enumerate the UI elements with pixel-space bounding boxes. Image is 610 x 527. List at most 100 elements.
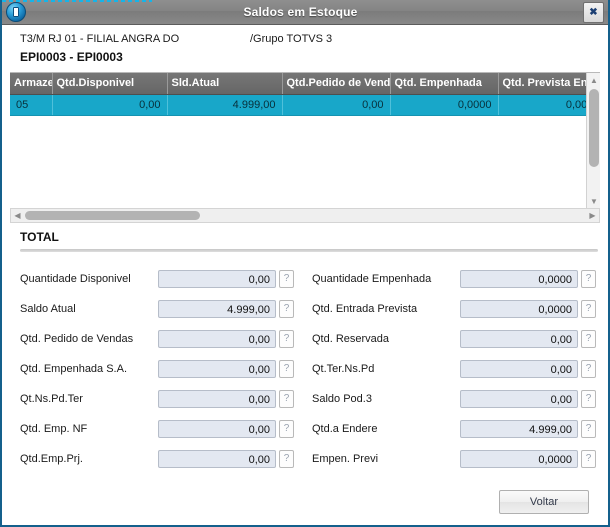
label-empen-previ: Empen. Previ	[312, 453, 379, 465]
input-saldo-pod-3[interactable]: 0,00	[460, 390, 578, 408]
grid-horizontal-scrollbar[interactable]: ◀ ▶	[10, 208, 600, 223]
label-qtd-empenhada-sa: Qtd. Empenhada S.A.	[20, 363, 128, 375]
cell-qtd-prevista-ent: 0,0000	[498, 94, 586, 116]
field-qtd-entrada-prevista: Qtd. Entrada Prevista 0,0000 ?	[312, 294, 602, 324]
field-qt-ns-pd-ter: Qt.Ns.Pd.Ter 0,00 ?	[20, 384, 302, 414]
header-line-1: T3/M RJ 01 - FILIAL ANGRA DO /Grupo TOTV…	[20, 33, 608, 45]
field-qtd-reservada: Qtd. Reservada 0,00 ?	[312, 324, 602, 354]
col-qtd-pedido-venda[interactable]: Qtd.Pedido de Vend	[282, 73, 391, 95]
col-sld-atual[interactable]: Sld.Atual	[167, 73, 283, 95]
scroll-right-icon[interactable]: ▶	[589, 211, 596, 220]
help-icon[interactable]: ?	[279, 270, 294, 288]
scroll-left-icon[interactable]: ◀	[14, 211, 21, 220]
total-section: TOTAL Quantidade Disponivel 0,00 ? Saldo…	[2, 230, 608, 474]
field-quantidade-disponivel: Quantidade Disponivel 0,00 ?	[20, 264, 302, 294]
field-qtd-a-endere: Qtd.a Endere 4.999,00 ?	[312, 414, 602, 444]
field-quantidade-empenhada: Quantidade Empenhada 0,0000 ?	[312, 264, 602, 294]
input-qtd-entrada-prevista[interactable]: 0,0000	[460, 300, 578, 318]
cell-qtd-pedido-venda: 0,00	[282, 94, 391, 116]
input-quantidade-empenhada[interactable]: 0,0000	[460, 270, 578, 288]
footer-bar: Voltar	[2, 480, 608, 525]
input-qt-ter-ns-pd[interactable]: 0,00	[460, 360, 578, 378]
vscroll-thumb[interactable]	[589, 89, 599, 167]
cell-armaze: 05	[10, 94, 53, 116]
hscroll-thumb[interactable]	[25, 211, 200, 220]
help-icon[interactable]: ?	[279, 360, 294, 378]
label-qtd-emp-prj: Qtd.Emp.Prj.	[20, 453, 83, 465]
help-icon[interactable]: ?	[581, 300, 596, 318]
help-icon[interactable]: ?	[581, 390, 596, 408]
field-saldo-pod-3: Saldo Pod.3 0,00 ?	[312, 384, 602, 414]
window-title: Saldos em Estoque	[243, 5, 358, 19]
total-left-column: Quantidade Disponivel 0,00 ? Saldo Atual…	[2, 264, 302, 474]
label-qtd-a-endere: Qtd.a Endere	[312, 423, 378, 435]
label-qt-ns-pd-ter: Qt.Ns.Pd.Ter	[20, 393, 83, 405]
total-heading: TOTAL	[20, 230, 59, 244]
scroll-down-icon[interactable]: ▼	[590, 196, 598, 206]
help-icon[interactable]: ?	[279, 390, 294, 408]
label-quantidade-disponivel: Quantidade Disponivel	[20, 273, 131, 285]
cell-sld-atual: 4.999,00	[167, 94, 283, 116]
grid-scroll-area: Armaze Qtd.Disponivel Sld.Atual Qtd.Pedi…	[10, 73, 586, 208]
help-icon[interactable]: ?	[581, 420, 596, 438]
input-qtd-emp-prj[interactable]: 0,00	[158, 450, 276, 468]
input-qtd-empenhada-sa[interactable]: 0,00	[158, 360, 276, 378]
input-empen-previ[interactable]: 0,0000	[460, 450, 578, 468]
label-qtd-entrada-prevista: Qtd. Entrada Prevista	[312, 303, 418, 315]
label-qtd-reservada: Qtd. Reservada	[312, 333, 390, 345]
focus-dash-marker	[2, 0, 152, 2]
help-icon[interactable]: ?	[581, 270, 596, 288]
help-icon[interactable]: ?	[279, 330, 294, 348]
col-qtd-empenhada[interactable]: Qtd. Empenhada	[390, 73, 499, 95]
input-qtd-pedido-de-vendas[interactable]: 0,00	[158, 330, 276, 348]
scroll-up-icon[interactable]: ▲	[590, 75, 598, 85]
field-qtd-emp-prj: Qtd.Emp.Prj. 0,00 ?	[20, 444, 302, 474]
group-label: /Grupo TOTVS 3	[250, 33, 333, 45]
label-saldo-pod-3: Saldo Pod.3	[312, 393, 372, 405]
field-empen-previ: Empen. Previ 0,0000 ?	[312, 444, 602, 474]
col-qtd-prevista-ent[interactable]: Qtd. Prevista Ent	[498, 73, 586, 95]
back-button[interactable]: Voltar	[499, 490, 589, 514]
help-icon[interactable]: ?	[581, 360, 596, 378]
input-qtd-reservada[interactable]: 0,00	[460, 330, 578, 348]
grid-table: Armaze Qtd.Disponivel Sld.Atual Qtd.Pedi…	[10, 73, 586, 116]
col-armaze[interactable]: Armaze	[10, 73, 53, 95]
help-icon[interactable]: ?	[279, 450, 294, 468]
col-qtd-disponivel[interactable]: Qtd.Disponivel	[52, 73, 168, 95]
help-icon[interactable]: ?	[279, 300, 294, 318]
input-quantidade-disponivel[interactable]: 0,00	[158, 270, 276, 288]
grid-header-row: Armaze Qtd.Disponivel Sld.Atual Qtd.Pedi…	[10, 73, 586, 95]
input-qtd-a-endere[interactable]: 4.999,00	[460, 420, 578, 438]
section-divider	[20, 249, 598, 252]
field-saldo-atual: Saldo Atual 4.999,00 ?	[20, 294, 302, 324]
field-qtd-pedido-de-vendas: Qtd. Pedido de Vendas 0,00 ?	[20, 324, 302, 354]
label-qtd-emp-nf: Qtd. Emp. NF	[20, 423, 88, 435]
cell-qtd-disponivel: 0,00	[52, 94, 168, 116]
input-qt-ns-pd-ter[interactable]: 0,00	[158, 390, 276, 408]
field-qtd-empenhada-sa: Qtd. Empenhada S.A. 0,00 ?	[20, 354, 302, 384]
label-qt-ter-ns-pd: Qt.Ter.Ns.Pd	[312, 363, 375, 375]
label-quantidade-empenhada: Quantidade Empenhada	[312, 273, 432, 285]
stock-balance-grid: Armaze Qtd.Disponivel Sld.Atual Qtd.Pedi…	[10, 72, 600, 208]
input-saldo-atual[interactable]: 4.999,00	[158, 300, 276, 318]
globe-icon	[6, 2, 26, 22]
window-titlebar: Saldos em Estoque ✖	[2, 0, 608, 25]
help-icon[interactable]: ?	[581, 330, 596, 348]
field-qtd-emp-nf: Qtd. Emp. NF 0,00 ?	[20, 414, 302, 444]
field-qt-ter-ns-pd: Qt.Ter.Ns.Pd 0,00 ?	[312, 354, 602, 384]
header-info: T3/M RJ 01 - FILIAL ANGRA DO /Grupo TOTV…	[2, 25, 608, 72]
total-fields: Quantidade Disponivel 0,00 ? Saldo Atual…	[2, 252, 608, 474]
label-qtd-pedido-de-vendas: Qtd. Pedido de Vendas	[20, 333, 134, 345]
table-row[interactable]: 05 0,00 4.999,00 0,00 0,0000 0,0000	[10, 94, 586, 116]
close-icon[interactable]: ✖	[583, 1, 604, 23]
grid-vertical-scrollbar[interactable]: ▲ ▼	[586, 73, 600, 208]
cell-qtd-empenhada: 0,0000	[390, 94, 499, 116]
product-label: EPI0003 - EPI0003	[20, 50, 123, 64]
help-icon[interactable]: ?	[279, 420, 294, 438]
label-saldo-atual: Saldo Atual	[20, 303, 76, 315]
help-icon[interactable]: ?	[581, 450, 596, 468]
input-qtd-emp-nf[interactable]: 0,00	[158, 420, 276, 438]
total-right-column: Quantidade Empenhada 0,0000 ? Qtd. Entra…	[302, 264, 602, 474]
branch-label: T3/M RJ 01 - FILIAL ANGRA DO	[20, 33, 180, 45]
